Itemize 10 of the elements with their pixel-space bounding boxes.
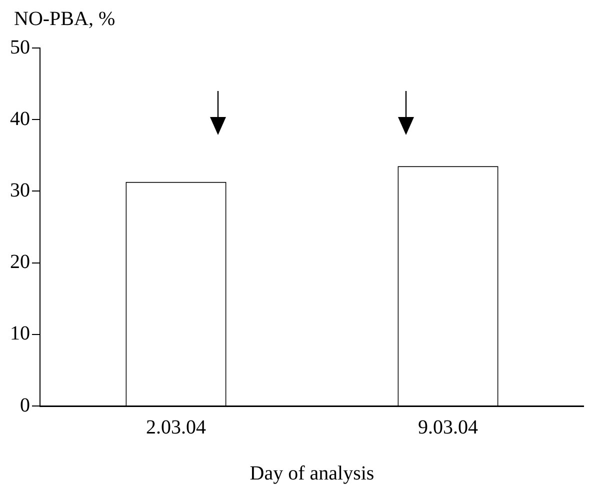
x-axis-title: Day of analysis bbox=[250, 462, 374, 484]
y-axis-title: NO-PBA, % bbox=[14, 8, 116, 31]
y-tick-label: 50 bbox=[10, 36, 30, 58]
y-tick-label: 20 bbox=[10, 251, 30, 274]
y-tick-label: 0 bbox=[20, 394, 30, 416]
y-tick-label: 40 bbox=[10, 108, 30, 130]
x-tick-label: 2.03.04 bbox=[146, 416, 206, 438]
y-tick-label: 10 bbox=[10, 322, 30, 345]
y-tick-label: 30 bbox=[10, 179, 30, 202]
x-tick-label: 9.03.04 bbox=[418, 416, 478, 438]
